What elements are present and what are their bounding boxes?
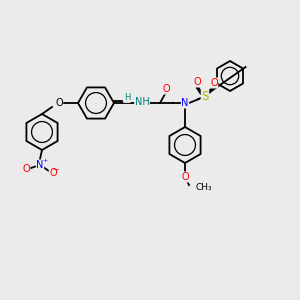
Text: S: S (201, 89, 209, 103)
Text: O: O (22, 164, 30, 174)
Text: CH₃: CH₃ (195, 184, 211, 193)
Text: O: O (181, 172, 189, 182)
Text: O: O (55, 98, 63, 108)
Text: O: O (49, 168, 57, 178)
Text: O: O (193, 77, 201, 87)
Text: N: N (36, 160, 44, 170)
Text: H: H (124, 94, 130, 103)
Text: N: N (181, 98, 189, 108)
Text: O: O (162, 84, 170, 94)
Text: −: − (52, 166, 58, 175)
Text: NH: NH (135, 97, 149, 107)
Text: +: + (42, 158, 48, 164)
Text: O: O (210, 78, 218, 88)
